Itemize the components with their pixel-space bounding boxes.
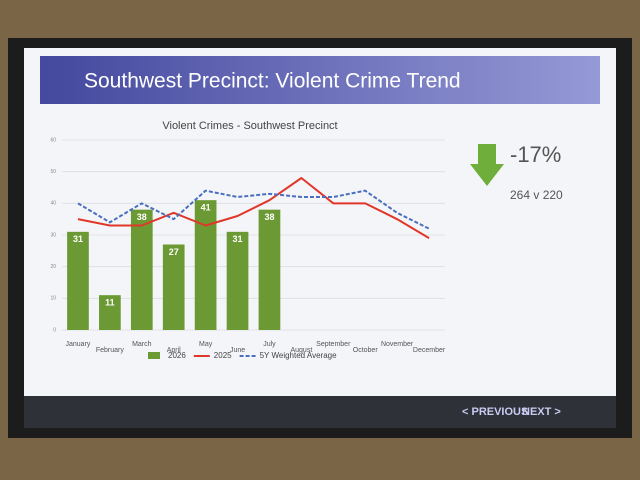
- y-tick-label: 30: [50, 232, 56, 238]
- slide: [24, 48, 616, 428]
- y-tick-label: 60: [50, 137, 56, 143]
- x-tick-label: September: [316, 341, 351, 348]
- x-tick-label: April: [167, 347, 181, 354]
- y-tick-label: 40: [50, 201, 56, 207]
- kpi-comparison: 264 v 220: [510, 188, 563, 202]
- bar: [226, 231, 249, 330]
- y-tick-label: 10: [50, 296, 56, 302]
- y-tick-label: 0: [53, 327, 56, 333]
- x-tick-label: August: [290, 347, 312, 354]
- series-line: [77, 189, 430, 230]
- bar: [162, 244, 185, 330]
- bar: [258, 209, 281, 330]
- x-tick-label: October: [353, 347, 379, 354]
- x-tick-label: January: [66, 341, 91, 348]
- bar: [99, 295, 121, 330]
- next-button[interactable]: NEXT >: [522, 406, 561, 418]
- y-tick-label: 50: [50, 169, 56, 175]
- x-tick-label: May: [199, 341, 213, 348]
- y-tick-label: 20: [50, 264, 56, 270]
- title-banner: [40, 56, 600, 104]
- bar: [194, 200, 217, 330]
- x-tick-label: March: [132, 341, 152, 348]
- data-label: 31: [233, 234, 243, 244]
- legend-label: 2026: [168, 351, 186, 360]
- kpi-change: -17%: [510, 142, 561, 167]
- legend-label: 5Y Weighted Average: [260, 351, 338, 360]
- data-label: 38: [264, 212, 274, 222]
- previous-button[interactable]: < PREVIOUS: [462, 406, 528, 418]
- down-arrow: [470, 144, 504, 186]
- series-line: [77, 177, 430, 240]
- x-tick-label: December: [413, 347, 446, 354]
- legend-label: 2025: [214, 351, 232, 360]
- x-tick-label: February: [96, 347, 125, 354]
- nav-bar: [24, 396, 616, 428]
- x-tick-label: July: [263, 341, 276, 348]
- x-tick-label: June: [230, 347, 245, 354]
- legend-swatch: [148, 352, 160, 359]
- data-label: 41: [201, 203, 211, 213]
- data-label: 38: [137, 212, 147, 222]
- data-label: 31: [73, 234, 83, 244]
- chart-title: Violent Crimes - Southwest Precinct: [162, 120, 337, 132]
- bar: [67, 231, 89, 330]
- bar: [130, 209, 153, 330]
- data-label: 11: [105, 298, 115, 308]
- data-label: 27: [169, 247, 179, 257]
- slide-title: Southwest Precinct: Violent Crime Trend: [84, 70, 461, 93]
- x-tick-label: November: [381, 341, 414, 348]
